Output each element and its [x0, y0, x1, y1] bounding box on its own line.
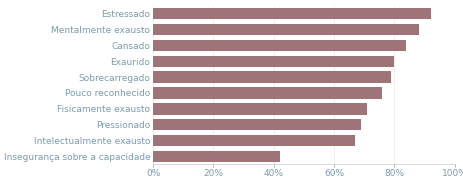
Bar [153, 71, 390, 83]
Bar [153, 24, 418, 35]
Bar [153, 151, 279, 162]
Bar [153, 119, 360, 130]
Bar [153, 8, 430, 19]
Bar [153, 103, 367, 115]
Bar [153, 40, 406, 51]
Bar [153, 56, 394, 67]
Bar [153, 87, 382, 99]
Bar [153, 135, 355, 146]
